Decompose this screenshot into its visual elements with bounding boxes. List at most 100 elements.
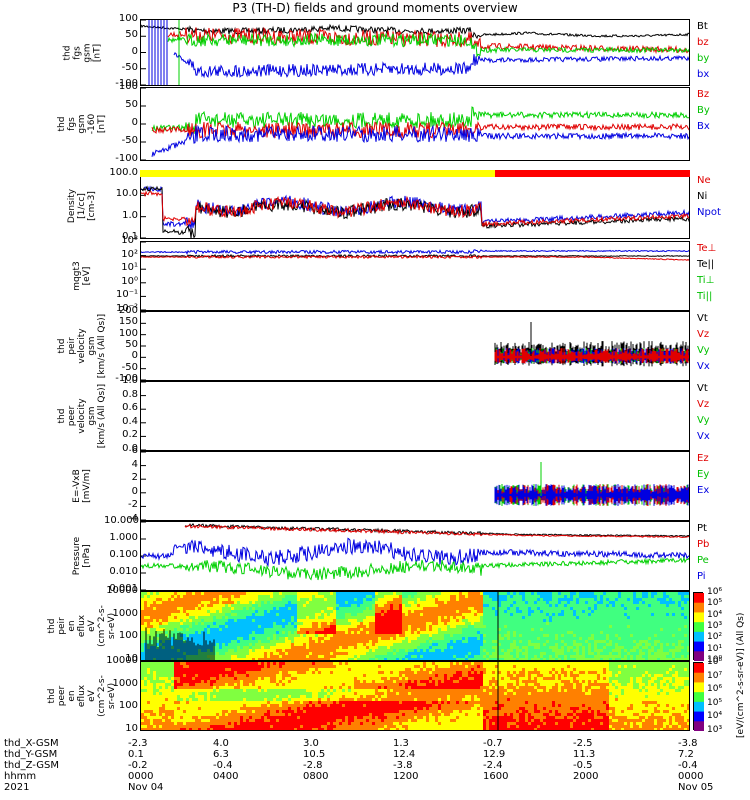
legend-vx: Vx xyxy=(697,361,710,372)
panel-fgs-tick: -50 xyxy=(121,61,138,73)
xaxis-value: -3.8 xyxy=(678,738,698,749)
panel-density-tick: 100.0 xyxy=(109,167,138,178)
xaxis-value: 12.4 xyxy=(393,749,416,760)
panel-temp-tick: 10¹ xyxy=(121,262,138,274)
legend-ex: Ex xyxy=(697,485,710,496)
panel-pressure-svg xyxy=(141,522,689,590)
xaxis-value: -2.3 xyxy=(128,738,148,749)
colorbar-tick: 10² xyxy=(707,632,723,643)
ylabel-line: en xyxy=(67,620,77,632)
panel-pressure xyxy=(140,521,690,591)
xaxis-value: -0.5 xyxy=(573,760,593,771)
ylabel-line: eV xyxy=(87,690,97,702)
colorbar-tick: 10⁵ xyxy=(707,598,723,609)
ylabel-line: thd xyxy=(47,618,57,634)
panel-peir_vel-tick: 50 xyxy=(125,339,138,350)
ylabel-line: gsm xyxy=(87,336,97,356)
panel-peer_vel-tick: 0.4 xyxy=(122,415,138,427)
panel-temp-tick: 10⁻¹ xyxy=(115,289,138,301)
panel-peir_vel-svg xyxy=(141,312,689,380)
ylabel-line: [eV] xyxy=(82,266,92,286)
xaxis-value: 0400 xyxy=(213,771,239,782)
legend-vz: Vz xyxy=(697,329,710,340)
xaxis-row-label: thd_X-GSM xyxy=(4,738,59,749)
panel-pressure-tick: 10.000 xyxy=(104,515,139,526)
legend-vy: Vy xyxy=(697,415,710,426)
panel-temp-svg xyxy=(141,242,689,310)
xaxis-row-label: 2021 xyxy=(4,782,30,793)
xaxis-value: 2000 xyxy=(573,771,599,782)
xaxis-row-label: thd_Z-GSM xyxy=(4,760,59,771)
panel-peer_vel-ylabel: thd peer velocity gsm [km/s (All Qs)] xyxy=(57,376,107,456)
legend-npot: Npot xyxy=(697,207,721,218)
colorbar xyxy=(693,592,704,662)
xaxis-value: 7.2 xyxy=(678,749,694,760)
legend-vz: Vz xyxy=(697,399,710,410)
panel-peer_vel-tick: 0.0 xyxy=(122,443,138,454)
ylabel-line: gsm xyxy=(82,42,92,63)
xaxis-value: -0.2 xyxy=(128,760,148,771)
panel-fgs-tick: 50 xyxy=(125,29,138,41)
ylabel-line: en xyxy=(67,690,77,702)
legend-ne: Ne xyxy=(697,175,711,186)
panel-temp xyxy=(140,241,690,311)
ylabel-line: E=-VxB xyxy=(72,469,82,503)
legend-ti||: Ti|| xyxy=(697,291,713,302)
panel-peir_vel-tick: 0 xyxy=(131,350,138,362)
xaxis-row-label: hhmm xyxy=(4,771,37,782)
panel-peir_en-tick: 10 xyxy=(125,653,138,664)
colorbar-tick: 10⁶ xyxy=(707,587,723,597)
xaxis-value: -2.4 xyxy=(483,760,503,771)
legend-ti⊥: Ti⊥ xyxy=(697,275,715,286)
panel-pressure-tick: 0.010 xyxy=(109,566,138,577)
xaxis-value: 0000 xyxy=(678,771,704,782)
panel-peir_en-svg xyxy=(141,592,689,660)
panel-peir_vel-tick: 100 xyxy=(118,327,138,339)
panel-peir_vel xyxy=(140,311,690,381)
panel-pressure-tick: 0.100 xyxy=(109,549,138,560)
ylabel-line: fgs xyxy=(67,117,77,131)
legend-by: by xyxy=(697,53,710,64)
chart-title: P3 (TH-D) fields and ground moments over… xyxy=(232,1,518,15)
xaxis-value: 1600 xyxy=(483,771,509,782)
xaxis-value: -0.4 xyxy=(678,760,698,771)
panel-fgs_dsl-svg xyxy=(141,88,689,160)
panel-temp-ylabel: mqgt3 [eV] xyxy=(72,236,92,316)
legend-te⊥: Te⊥ xyxy=(697,243,717,254)
xaxis-value: 1.3 xyxy=(393,738,409,749)
panel-peir_vel-tick: -50 xyxy=(121,361,138,373)
ylabel-line: fgs xyxy=(72,45,82,60)
series-by xyxy=(167,32,689,58)
panel-peer_en-tick: 1000 xyxy=(112,677,138,689)
panel-density xyxy=(140,173,690,239)
xaxis-value: 0800 xyxy=(303,771,329,782)
xaxis-value: 12.9 xyxy=(483,749,506,760)
xaxis-value: 3.0 xyxy=(303,738,319,749)
legend-pe: Pe xyxy=(697,555,709,566)
panel-pressure-tick: 1.000 xyxy=(109,532,138,543)
legend-vt: Vt xyxy=(697,383,708,394)
series-pe xyxy=(141,556,689,581)
colorbar-tick: 10⁶ xyxy=(707,684,723,695)
panel-efield-tick: 0 xyxy=(131,485,138,497)
ylabel-line: velocity xyxy=(77,398,87,434)
xaxis-value: -0.7 xyxy=(483,738,503,749)
panel-pressure-tick: 0.001 xyxy=(109,583,138,594)
series-ti xyxy=(141,249,689,255)
panel-efield-svg xyxy=(141,452,689,520)
panel-peer_vel-svg xyxy=(141,382,146,450)
ylabel-line: [mV/m] xyxy=(82,469,92,503)
ylabel-line: thd xyxy=(62,45,72,60)
panel-pressure-ylabel: Pressure [nPa] xyxy=(72,516,92,596)
series-bx xyxy=(151,124,689,157)
region-yellow xyxy=(140,170,495,177)
xaxis-value: -0.4 xyxy=(213,760,233,771)
panel-density-tick: 0.1 xyxy=(122,231,138,242)
colorbar-tick: 10⁸ xyxy=(707,657,723,667)
panel-efield-tick: 6 xyxy=(131,445,138,456)
colorbar-tick: 10⁷ xyxy=(707,670,723,681)
region-bar xyxy=(140,162,690,177)
colorbar-tick: 10¹ xyxy=(707,643,723,654)
legend-ni: Ni xyxy=(697,191,708,202)
xaxis-value: -2.5 xyxy=(573,738,593,749)
